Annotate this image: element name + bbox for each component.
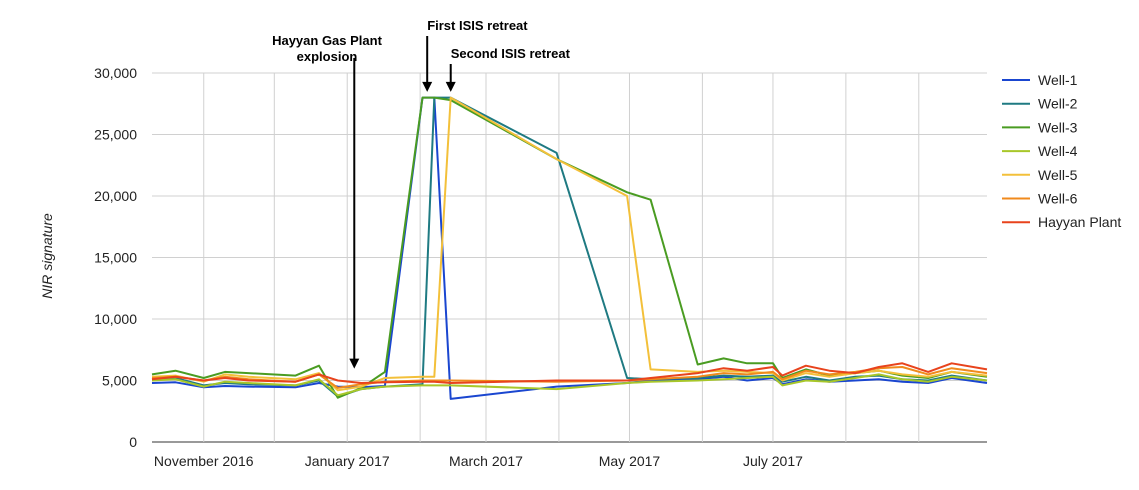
- annotation-text: explosion: [297, 49, 358, 64]
- legend-item: Well-6: [1002, 191, 1078, 207]
- annotation-arrow-head: [445, 81, 456, 92]
- y-tick-label: 25,000: [94, 127, 137, 143]
- legend-item: Well-3: [1002, 119, 1078, 135]
- legend: Well-1 Well-2 Well-3 Well-4 Well-5 Well-6 Hayy…: [1002, 72, 1121, 230]
- x-tick-label: November 2016: [154, 453, 254, 469]
- annotation-text: Hayyan Gas Plant: [272, 33, 382, 48]
- y-axis-label: NIR signature: [39, 213, 55, 299]
- legend-label: Well-5: [1038, 167, 1078, 183]
- y-tick-label: 15,000: [94, 250, 137, 266]
- series-lines: [151, 96, 988, 400]
- series-line-well-1: [151, 96, 988, 400]
- annotation-text: Second ISIS retreat: [451, 46, 571, 61]
- legend-label: Well-3: [1038, 119, 1078, 135]
- legend-item: Well-5: [1002, 167, 1078, 183]
- y-axis-ticks: 0 5,000 10,000 15,000 20,000 25,000 30,000: [94, 65, 137, 450]
- x-tick-label: May 2017: [599, 453, 661, 469]
- x-tick-label: July 2017: [743, 453, 803, 469]
- series-line-well-4: [151, 373, 988, 397]
- annotation-3: Second ISIS retreat: [445, 46, 571, 92]
- annotation-arrow-head: [349, 358, 360, 369]
- series-line-well-2: [151, 96, 988, 398]
- annotation-arrow-head: [422, 81, 433, 92]
- series-line-hayyan-plant: [151, 362, 988, 384]
- legend-item: Hayyan Plant: [1002, 214, 1121, 230]
- annotation-text: First ISIS retreat: [427, 18, 528, 33]
- legend-label: Hayyan Plant: [1038, 214, 1121, 230]
- y-tick-label: 30,000: [94, 65, 137, 81]
- y-tick-label: 5,000: [102, 373, 137, 389]
- legend-label: Well-4: [1038, 143, 1078, 159]
- legend-item: Well-2: [1002, 96, 1078, 112]
- x-tick-label: March 2017: [449, 453, 523, 469]
- series-line-well-5: [151, 96, 988, 392]
- y-tick-label: 20,000: [94, 188, 137, 204]
- legend-label: Well-1: [1038, 72, 1078, 88]
- x-axis-ticks: November 2016 January 2017 March 2017 May 2…: [154, 453, 803, 469]
- annotation-2: First ISIS retreat: [422, 18, 528, 92]
- y-tick-label: 10,000: [94, 311, 137, 327]
- legend-item: Well-4: [1002, 143, 1078, 159]
- series-line-well-3: [151, 96, 988, 399]
- y-tick-label: 0: [129, 434, 137, 450]
- legend-label: Well-2: [1038, 96, 1078, 112]
- x-tick-label: January 2017: [305, 453, 390, 469]
- legend-item: Well-1: [1002, 72, 1078, 88]
- legend-label: Well-6: [1038, 191, 1078, 207]
